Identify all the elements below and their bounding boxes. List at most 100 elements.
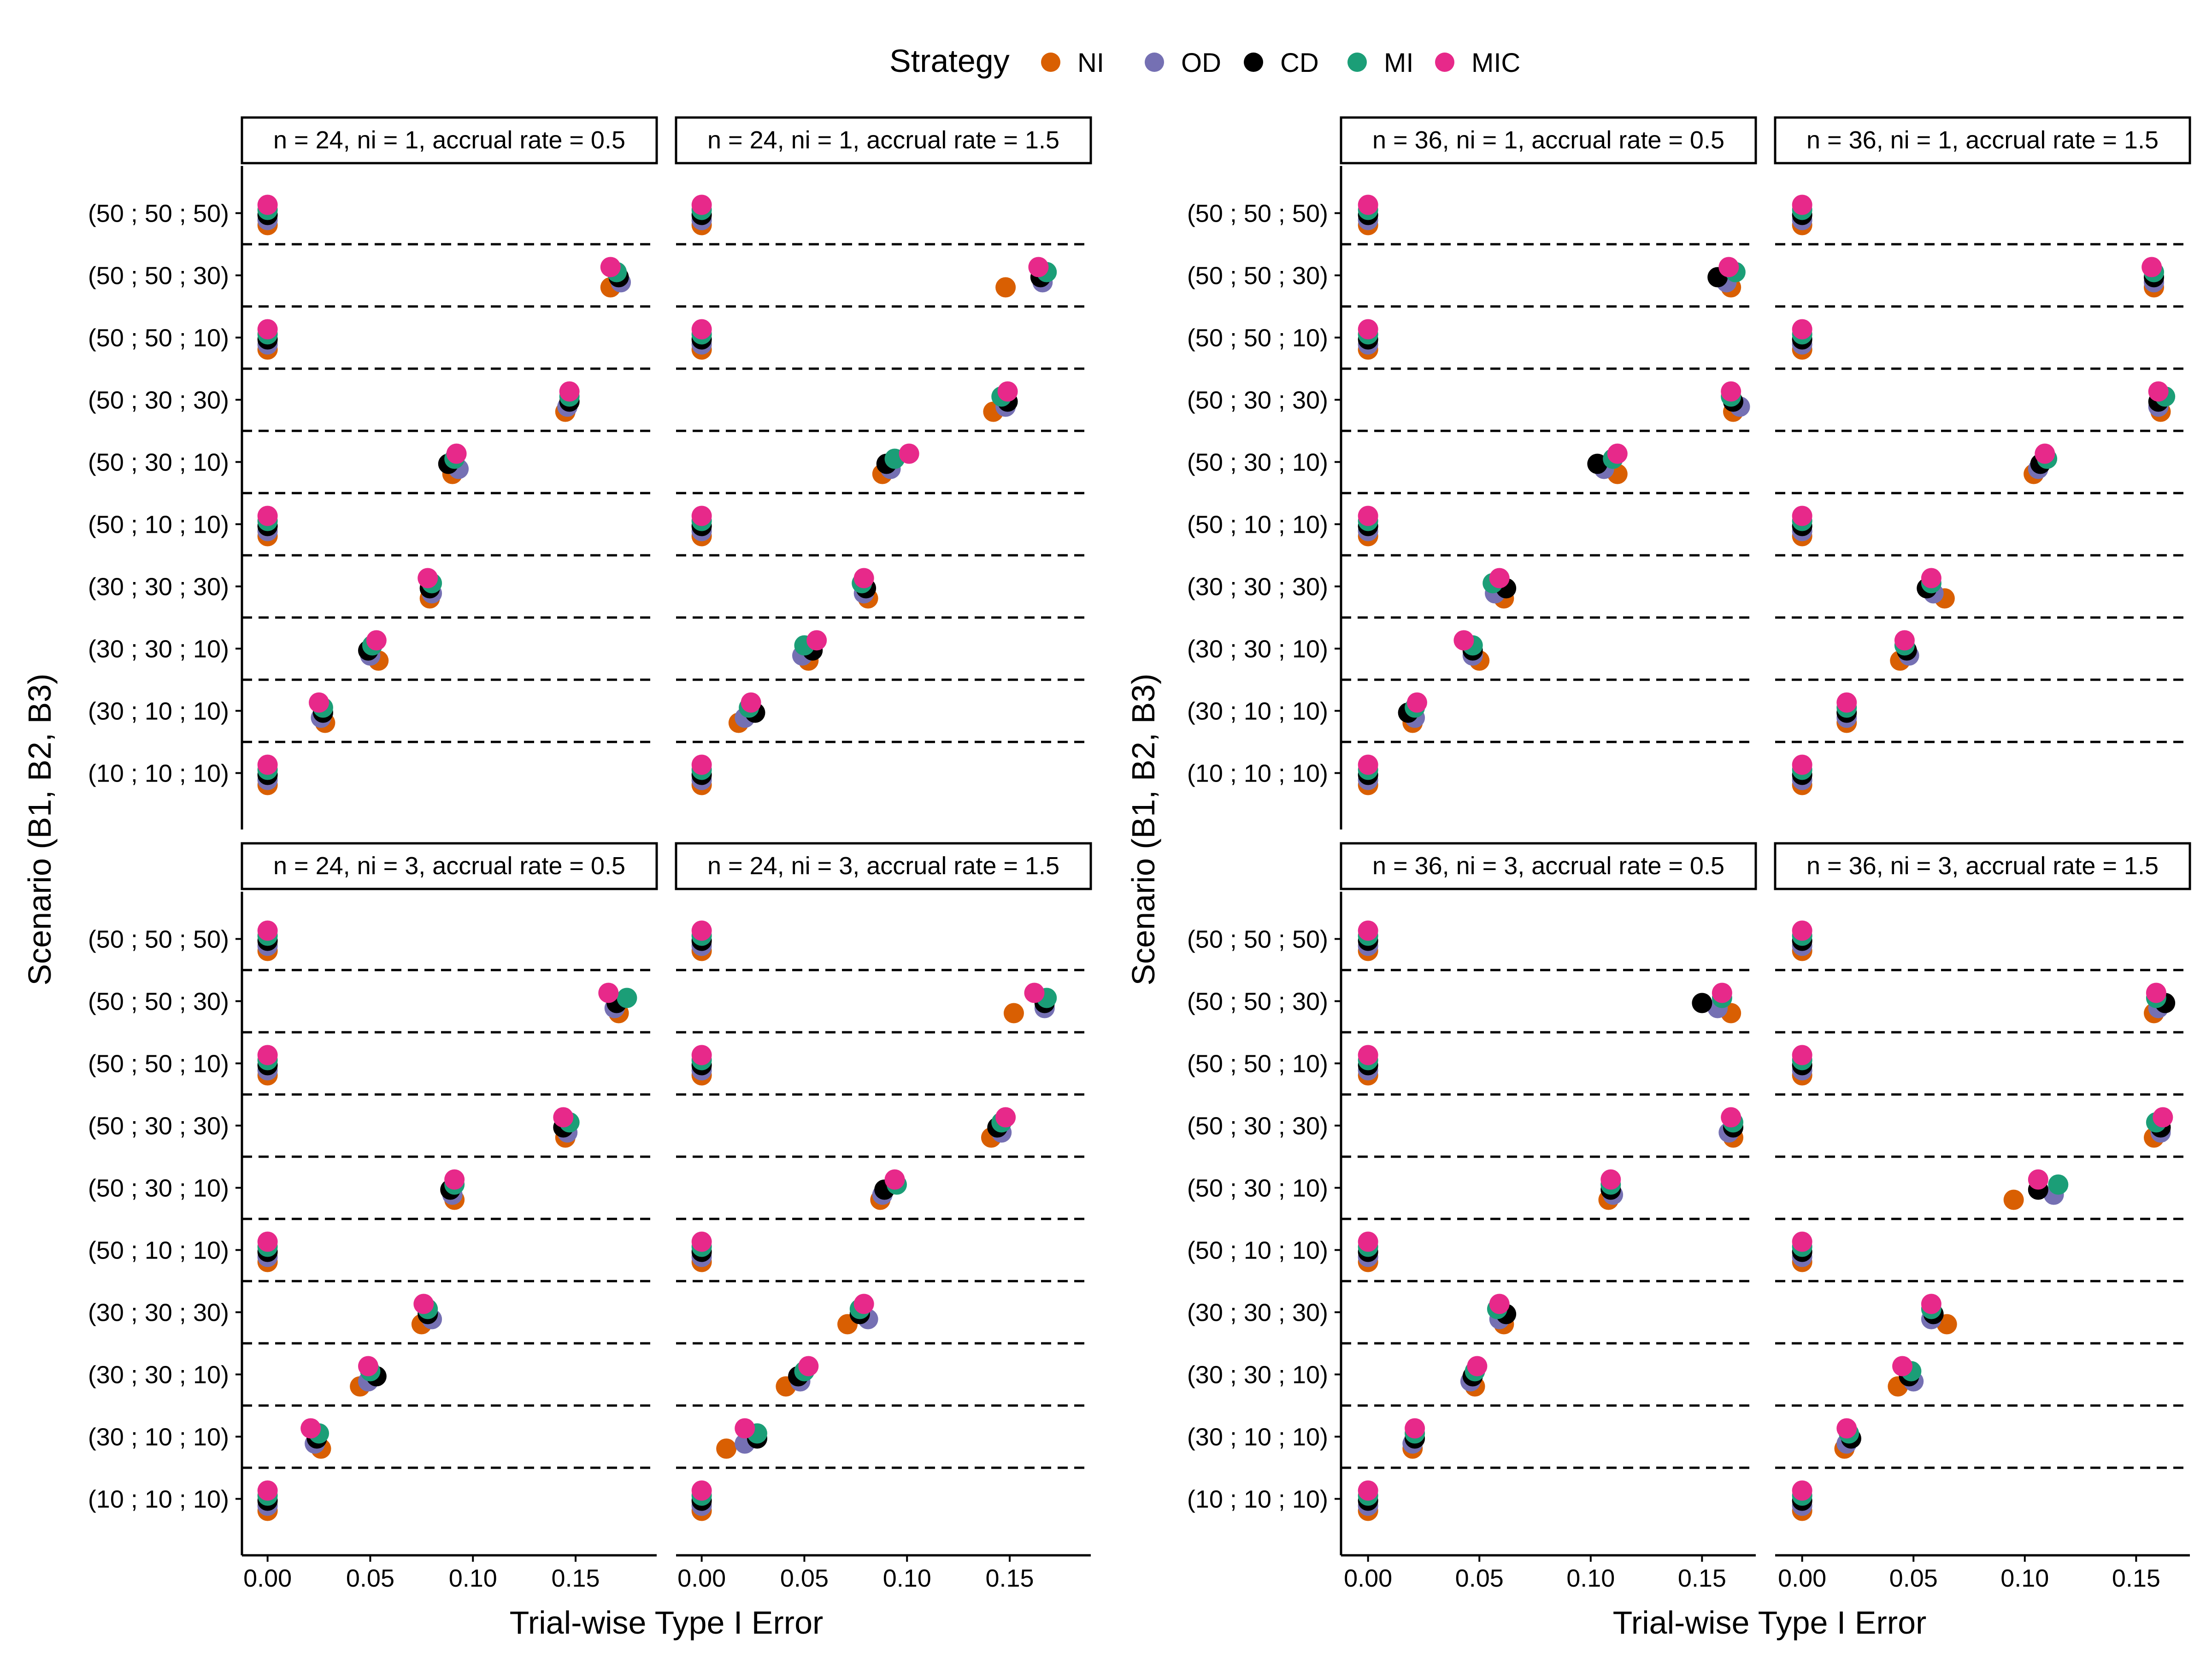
- strip-label: n = 24, ni = 3, accrual rate = 0.5: [273, 852, 625, 880]
- legend-label-cd: CD: [1280, 48, 1319, 78]
- y-tick-label: (10 ; 10 ; 10): [88, 1486, 229, 1513]
- y-tick-label: (50 ; 30 ; 10): [1187, 449, 1328, 477]
- y-tick-label: (50 ; 10 ; 10): [88, 1237, 229, 1265]
- point-mic: [1489, 1294, 1510, 1314]
- point-mic: [691, 1480, 712, 1501]
- point-mic: [1894, 630, 1915, 651]
- legend-label-ni: NI: [1077, 48, 1104, 78]
- y-tick-label: (50 ; 50 ; 50): [88, 200, 229, 228]
- panel-n24-r0c0: n = 24, ni = 1, accrual rate = 0.5 (50 ; …: [88, 116, 658, 830]
- y-tick-label: (30 ; 10 ; 10): [88, 698, 229, 725]
- point-mic: [798, 1356, 819, 1377]
- point-mic: [1721, 1107, 1741, 1128]
- x-tick-label: 0.15: [2112, 1565, 2160, 1592]
- x-tick-label: 0.10: [1566, 1565, 1615, 1592]
- panel-n24-r1c1: n = 24, ni = 3, accrual rate = 1.5 0.00 0.…: [675, 842, 1092, 1592]
- point-cd: [1587, 453, 1608, 474]
- point-mic: [418, 568, 438, 588]
- x-tick-label: 0.10: [883, 1565, 931, 1592]
- y-tick-label: (50 ; 50 ; 50): [1187, 200, 1328, 228]
- x-tick-label: 0.05: [1455, 1565, 1504, 1592]
- legend: Strategy NI OD CD MI MIC: [889, 43, 1520, 79]
- panel-n24-r0c1: n = 24, ni = 1, accrual rate = 1.5: [675, 116, 1092, 795]
- panel-n36-r1c0: n = 36, ni = 3, accrual rate = 0.5 (50 ; …: [1187, 842, 1757, 1592]
- strip-label: n = 36, ni = 3, accrual rate = 0.5: [1372, 852, 1724, 880]
- point-cd: [1692, 993, 1712, 1013]
- y-tick-label: (50 ; 30 ; 10): [88, 449, 229, 477]
- panel-n36-r0c0: n = 36, ni = 1, accrual rate = 0.5 (50 ; …: [1187, 116, 1757, 830]
- y-tick-label: (50 ; 10 ; 10): [1187, 511, 1328, 539]
- point-mic: [2153, 1107, 2173, 1128]
- point-mic: [853, 568, 874, 588]
- point-mic: [691, 1231, 712, 1252]
- point-mic: [257, 1480, 278, 1501]
- point-mic: [1358, 1045, 1378, 1065]
- point-mic: [1028, 257, 1049, 277]
- point-mic: [1792, 319, 1812, 340]
- strip-box: [1340, 842, 1757, 890]
- strip-label: n = 24, ni = 1, accrual rate = 0.5: [273, 126, 625, 154]
- point-mic: [1792, 1480, 1812, 1501]
- point-mic: [899, 443, 919, 464]
- point-mic: [559, 381, 580, 402]
- legend-marker-mi: [1347, 53, 1367, 72]
- point-mic: [1358, 754, 1378, 775]
- x-tick-label: 0.15: [985, 1565, 1034, 1592]
- y-tick-label: (50 ; 50 ; 10): [1187, 324, 1328, 352]
- point-mic: [600, 257, 621, 277]
- point-mic: [853, 1294, 874, 1314]
- point-mic: [691, 1045, 712, 1065]
- point-mic: [257, 194, 278, 215]
- strip-label: n = 36, ni = 1, accrual rate = 0.5: [1372, 126, 1724, 154]
- strip-box: [1774, 842, 2191, 890]
- y-tick-label: (30 ; 30 ; 30): [1187, 573, 1328, 601]
- point-mic: [1600, 1169, 1621, 1190]
- point-mic: [358, 1356, 378, 1377]
- strip-box: [675, 116, 1092, 165]
- point-mic: [1836, 1418, 1857, 1439]
- point-mic: [2148, 381, 2169, 402]
- point-mic: [1792, 506, 1812, 526]
- point-mi: [2048, 1174, 2069, 1195]
- y-tick-label: (50 ; 50 ; 10): [1187, 1050, 1328, 1078]
- point-mic: [1467, 1356, 1488, 1377]
- legend-marker-cd: [1244, 53, 1263, 72]
- legend-item-mic: MIC: [1435, 48, 1520, 78]
- point-mic: [1489, 568, 1510, 588]
- point-mic: [1358, 194, 1378, 215]
- point-mic: [1792, 194, 1812, 215]
- x-tick-label: 0.15: [551, 1565, 600, 1592]
- y-tick-label: (10 ; 10 ; 10): [1187, 760, 1328, 788]
- strip-label: n = 24, ni = 3, accrual rate = 1.5: [707, 852, 1059, 880]
- point-mic: [257, 319, 278, 340]
- y-tick-label: (30 ; 30 ; 30): [88, 573, 229, 601]
- y-tick-label: (50 ; 10 ; 10): [1187, 1237, 1328, 1265]
- point-mic: [1921, 1294, 1941, 1314]
- x-tick-label: 0.00: [243, 1565, 292, 1592]
- point-mic: [444, 1169, 465, 1190]
- point-mic: [1792, 1231, 1812, 1252]
- point-mic: [309, 692, 329, 713]
- point-mic: [1921, 568, 1941, 588]
- y-tick-label: (50 ; 50 ; 30): [88, 988, 229, 1016]
- strip-box: [675, 842, 1092, 890]
- legend-marker-od: [1145, 53, 1164, 72]
- point-mic: [691, 754, 712, 775]
- y-axis-title: Scenario (B1, B2, B3): [22, 674, 58, 986]
- point-mic: [1792, 754, 1812, 775]
- point-mic: [1358, 1231, 1378, 1252]
- y-tick-label: (50 ; 50 ; 50): [1187, 926, 1328, 953]
- point-mic: [735, 1418, 755, 1439]
- y-tick-label: (30 ; 30 ; 30): [88, 1299, 229, 1327]
- point-mic: [1836, 692, 1857, 713]
- x-axis-title: Trial-wise Type I Error: [1613, 1605, 1927, 1641]
- point-mic: [997, 381, 1018, 402]
- y-tick-label: (30 ; 30 ; 10): [88, 635, 229, 663]
- legend-label-od: OD: [1181, 48, 1221, 78]
- point-ni: [1003, 1003, 1024, 1024]
- panels: n = 24, ni = 1, accrual rate = 0.5 (50 ; …: [88, 116, 2191, 1592]
- point-mic: [1712, 982, 1732, 1003]
- y-tick-label: (10 ; 10 ; 10): [1187, 1486, 1328, 1513]
- strip-label: n = 36, ni = 1, accrual rate = 1.5: [1806, 126, 2159, 154]
